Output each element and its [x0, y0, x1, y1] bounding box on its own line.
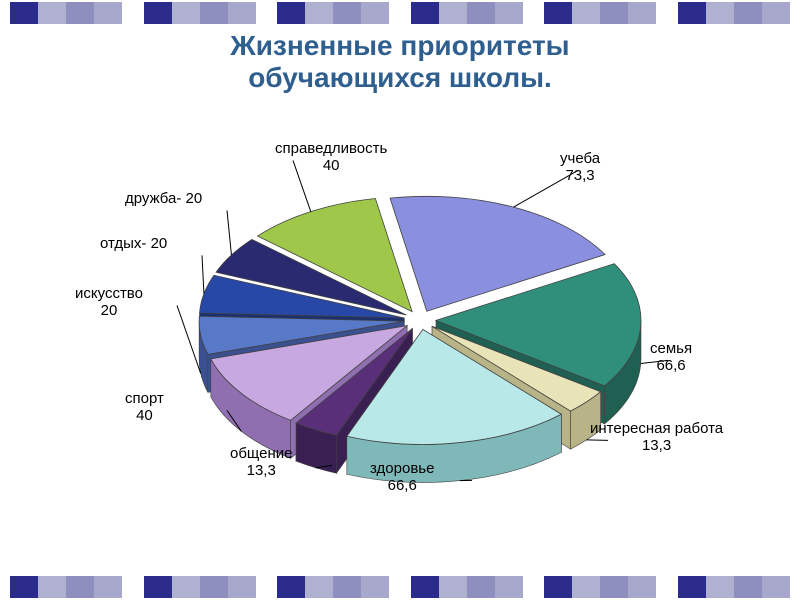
decor-cell: [678, 576, 706, 598]
slice-label: учеба 73,3: [560, 150, 600, 185]
decor-cell: [38, 2, 66, 24]
decor-cell: [439, 576, 467, 598]
slice-label: справедливость 40: [275, 140, 387, 175]
decor-segment: [10, 2, 122, 24]
decor-segment: [10, 576, 122, 598]
decor-cell: [572, 2, 600, 24]
decor-cell: [10, 2, 38, 24]
slice-label: спорт 40: [125, 390, 164, 425]
leader-line: [177, 305, 201, 373]
decor-cell: [200, 2, 228, 24]
decor-cell: [361, 2, 389, 24]
decor-cell: [678, 2, 706, 24]
decor-segment: [277, 576, 389, 598]
decor-cell: [495, 2, 523, 24]
decor-cell: [277, 576, 305, 598]
decor-cell: [277, 2, 305, 24]
slice-label: здоровье 66,6: [370, 460, 434, 495]
decor-cell: [172, 2, 200, 24]
decor-cell: [333, 2, 361, 24]
decor-cell: [628, 2, 656, 24]
decor-cell: [66, 576, 94, 598]
slice-label: семья 66,6: [650, 340, 692, 375]
decor-cell: [706, 2, 734, 24]
decor-cell: [544, 576, 572, 598]
decor-segment: [544, 2, 656, 24]
slice-label: дружба- 20: [125, 190, 202, 207]
decor-cell: [361, 576, 389, 598]
decor-segment: [144, 576, 256, 598]
title-line-2: обучающихся школы.: [248, 62, 552, 93]
page-title: Жизненные приоритеты обучающихся школы.: [0, 30, 800, 94]
slice-label: интересная работа 13,3: [590, 420, 723, 455]
title-line-1: Жизненные приоритеты: [230, 30, 569, 61]
decor-cell: [144, 576, 172, 598]
decor-cell: [66, 2, 94, 24]
decor-cell: [144, 2, 172, 24]
decor-segment: [411, 2, 523, 24]
decor-cell: [467, 576, 495, 598]
decor-cell: [600, 576, 628, 598]
decor-cell: [333, 576, 361, 598]
top-decor-bar: [0, 2, 800, 24]
decor-cell: [734, 576, 762, 598]
slice-label: отдых- 20: [100, 235, 167, 252]
decor-cell: [200, 576, 228, 598]
decor-cell: [467, 2, 495, 24]
decor-cell: [94, 2, 122, 24]
decor-cell: [228, 576, 256, 598]
decor-cell: [439, 2, 467, 24]
decor-cell: [172, 576, 200, 598]
leader-line: [227, 210, 231, 255]
decor-segment: [678, 2, 790, 24]
decor-cell: [495, 576, 523, 598]
decor-cell: [628, 576, 656, 598]
slice-label: общение 13,3: [230, 445, 292, 480]
pie-chart: учеба 73,3 семья 66,6 интересная работа 13…: [50, 130, 750, 550]
decor-cell: [10, 576, 38, 598]
bottom-decor-bar: [0, 576, 800, 598]
decor-cell: [228, 2, 256, 24]
decor-cell: [762, 2, 790, 24]
decor-segment: [678, 576, 790, 598]
decor-cell: [600, 2, 628, 24]
decor-segment: [277, 2, 389, 24]
decor-cell: [706, 576, 734, 598]
decor-cell: [572, 576, 600, 598]
slice-label: искусство 20: [75, 285, 143, 320]
decor-segment: [144, 2, 256, 24]
decor-cell: [94, 576, 122, 598]
decor-segment: [544, 576, 656, 598]
decor-cell: [411, 576, 439, 598]
decor-segment: [411, 576, 523, 598]
decor-cell: [544, 2, 572, 24]
leader-line: [202, 255, 204, 293]
decor-cell: [734, 2, 762, 24]
decor-cell: [411, 2, 439, 24]
decor-cell: [762, 576, 790, 598]
decor-cell: [305, 576, 333, 598]
decor-cell: [305, 2, 333, 24]
decor-cell: [38, 576, 66, 598]
